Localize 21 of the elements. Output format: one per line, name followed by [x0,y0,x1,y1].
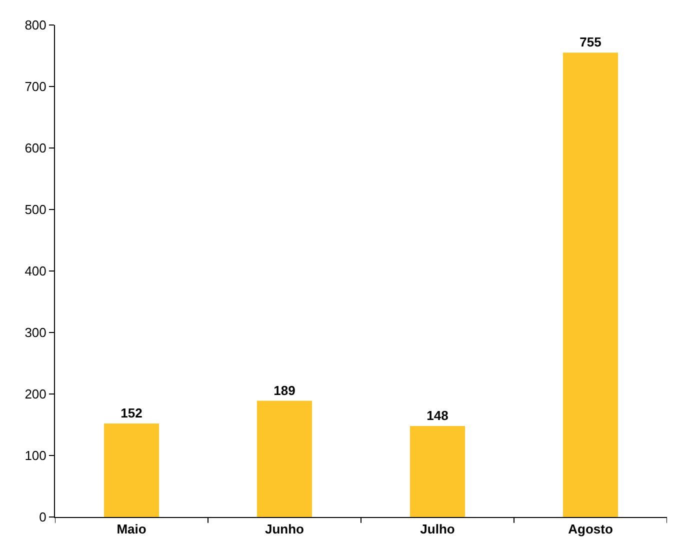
y-tick-label: 200 [24,386,46,402]
data-label: 152 [120,406,142,421]
data-label: 755 [580,34,602,50]
y-tick-label: 300 [24,325,46,340]
y-tick-label: 600 [24,140,46,156]
y-tick-label: 800 [24,18,46,33]
bar [104,424,160,517]
data-label: 189 [274,382,296,398]
x-tick-label: Junho [265,522,304,537]
y-tick-label: 0 [39,510,46,525]
y-tick-label: 400 [24,264,46,279]
x-tick-label: Agosto [568,522,613,537]
x-tick-label: Julho [420,522,455,537]
bar [562,52,618,517]
x-tick-label: Maio [116,522,146,537]
y-tick-label: 100 [24,448,46,464]
bar [410,426,466,517]
bar [256,400,312,517]
y-tick-label: 500 [24,202,46,218]
data-label: 148 [426,408,448,423]
y-tick-label: 700 [24,79,46,94]
